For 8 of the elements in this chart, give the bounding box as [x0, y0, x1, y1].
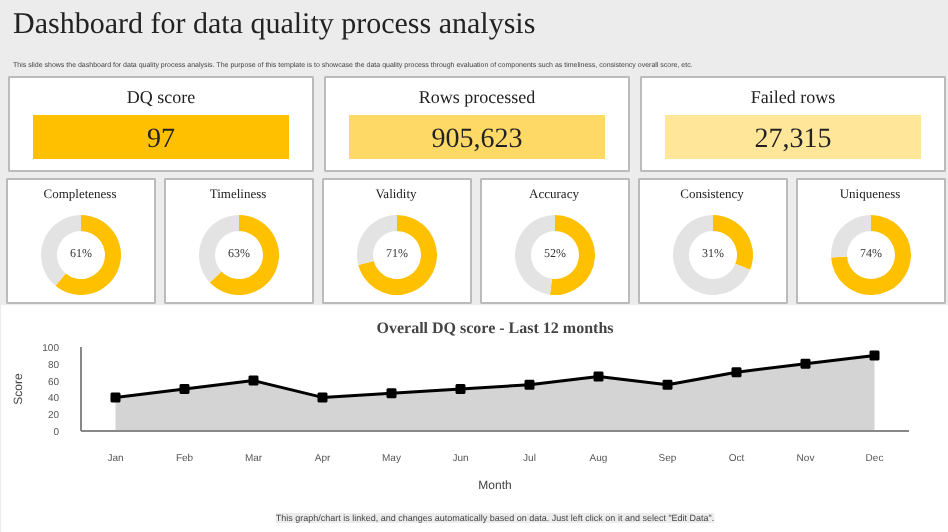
data-label: 97 — [147, 125, 175, 155]
chart-title: Overall DQ score - Last 12 months — [376, 319, 614, 337]
data-label: 905,623 — [431, 125, 523, 155]
text: Rows processed — [418, 87, 537, 107]
text: Dashboard for data quality process analysis — [13, 9, 536, 41]
data-label: 27,315 — [754, 125, 832, 155]
text: DQ score — [126, 87, 196, 107]
text: Failed rows — [750, 87, 837, 107]
